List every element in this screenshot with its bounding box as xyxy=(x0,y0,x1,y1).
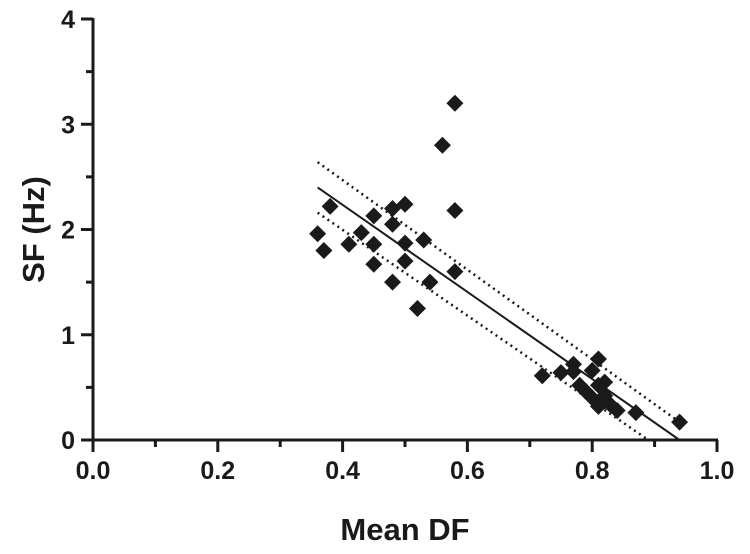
x-tick-label: 0.0 xyxy=(76,457,111,485)
data-point xyxy=(446,94,464,112)
data-point xyxy=(396,195,414,213)
data-point xyxy=(608,402,626,420)
x-tick-label: 1.0 xyxy=(700,457,735,485)
data-point xyxy=(433,136,451,154)
y-ticks: 0 1 2 3 4 xyxy=(61,6,93,455)
x-tick-label: 0.2 xyxy=(200,457,235,485)
data-point xyxy=(596,373,614,391)
regression-lines xyxy=(316,161,681,442)
data-point xyxy=(589,350,607,368)
y-tick-label: 0 xyxy=(61,427,75,455)
y-tick-label: 3 xyxy=(61,111,75,139)
data-point xyxy=(671,413,689,431)
x-ticks: 0.0 0.2 0.4 0.6 0.8 1.0 xyxy=(76,440,735,485)
data-point xyxy=(627,404,645,422)
data-point xyxy=(384,273,402,291)
y-minor-ticks xyxy=(86,70,93,389)
data-point xyxy=(396,252,414,270)
confidence-band-upper xyxy=(316,161,681,424)
x-minor-ticks xyxy=(153,440,657,447)
data-point xyxy=(340,235,358,253)
data-point xyxy=(309,225,327,243)
data-point xyxy=(396,234,414,252)
data-point xyxy=(315,242,333,260)
data-points xyxy=(309,94,689,431)
y-tick-label: 4 xyxy=(61,6,75,34)
y-axis-title: SF (Hz) xyxy=(16,176,51,283)
data-point xyxy=(446,263,464,281)
data-point xyxy=(583,362,601,380)
data-point xyxy=(408,299,426,317)
data-point xyxy=(365,255,383,273)
data-point xyxy=(446,202,464,220)
x-tick-label: 0.4 xyxy=(325,457,360,485)
y-tick-label: 2 xyxy=(61,217,75,245)
axes xyxy=(91,18,718,442)
data-point xyxy=(384,215,402,233)
data-point xyxy=(321,197,339,215)
x-tick-label: 0.6 xyxy=(450,457,485,485)
data-point xyxy=(415,231,433,249)
data-point xyxy=(365,207,383,225)
data-point xyxy=(552,364,570,382)
y-tick-label: 1 xyxy=(61,322,75,350)
data-point xyxy=(352,224,370,242)
regression-fit-line xyxy=(317,186,681,441)
x-tick-label: 0.8 xyxy=(575,457,610,485)
data-point xyxy=(421,273,439,291)
x-axis-title: Mean DF xyxy=(340,512,469,547)
data-point xyxy=(533,367,551,385)
data-point xyxy=(564,363,582,381)
data-point xyxy=(365,235,383,253)
